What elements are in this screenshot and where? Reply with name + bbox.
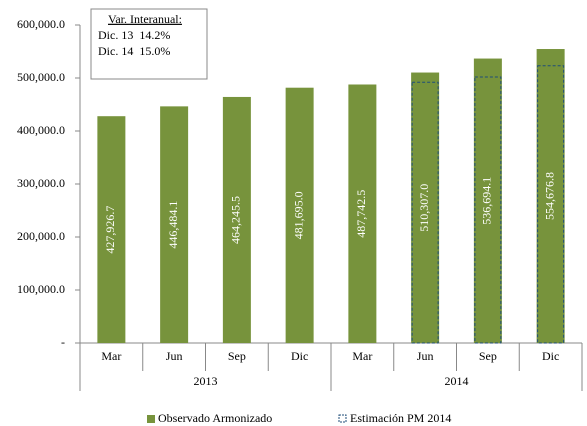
y-tick-label: -	[61, 335, 65, 349]
estimate-bar	[474, 76, 502, 344]
value-label: 487,742.5	[354, 190, 368, 238]
x-tick-label: Jun	[417, 349, 434, 363]
bar	[473, 58, 502, 344]
y-tick-label: 100,000.0	[17, 282, 65, 296]
annotation-title: Var. Interanual:	[108, 12, 182, 26]
annotation-box	[90, 8, 208, 80]
x-tick-label: Jun	[166, 349, 183, 363]
legend-swatch	[338, 414, 347, 423]
estimate-bar	[411, 81, 439, 344]
y-tick-label: 300,000.0	[17, 176, 65, 190]
value-label: 464,245.5	[229, 196, 243, 244]
value-label: 510,307.0	[417, 184, 431, 232]
bar	[222, 96, 251, 343]
estimate-bar	[537, 65, 565, 344]
group-label: 2014	[445, 374, 469, 388]
x-tick-label: Mar	[101, 349, 121, 363]
y-tick-label: 200,000.0	[17, 229, 65, 243]
bar	[285, 87, 314, 343]
legend-label: Observado Armonizado	[158, 411, 272, 425]
bar	[160, 106, 189, 343]
y-tick-label: 500,000.0	[17, 70, 65, 84]
value-label: 481,695.0	[291, 191, 305, 239]
bar	[97, 116, 126, 343]
x-tick-label: Sep	[479, 349, 497, 363]
legend-label: Estimación PM 2014	[350, 411, 451, 425]
bar	[536, 49, 565, 343]
bar	[348, 84, 377, 344]
value-label: 427,926.7	[103, 206, 117, 254]
x-tick-label: Sep	[228, 349, 246, 363]
value-label: 554,676.8	[542, 172, 556, 220]
y-tick-label: 600,000.0	[17, 17, 65, 31]
legend-swatch	[147, 415, 155, 423]
group-label: 2013	[194, 374, 218, 388]
x-tick-label: Dic	[542, 349, 559, 363]
bar	[411, 72, 440, 343]
value-label: 536,694.1	[480, 177, 494, 225]
annotation-line: Dic. 14 15.0%	[98, 44, 170, 58]
x-tick-label: Mar	[352, 349, 372, 363]
x-tick-label: Dic	[291, 349, 308, 363]
annotation-line: Dic. 13 14.2%	[98, 28, 170, 42]
value-label: 446,484.1	[166, 201, 180, 249]
y-tick-label: 400,000.0	[17, 123, 65, 137]
